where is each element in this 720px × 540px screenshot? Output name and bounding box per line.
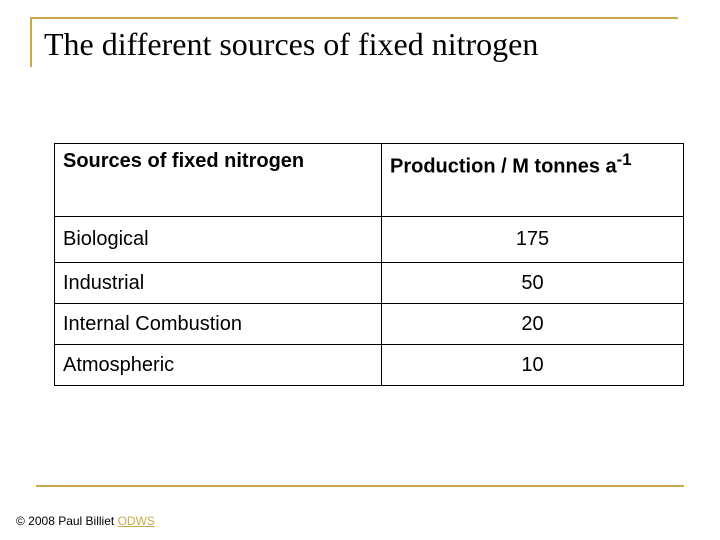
bottom-border-rule	[36, 485, 684, 487]
header-production-superscript: -1	[616, 150, 632, 169]
footer-copyright: © 2008 Paul Billiet	[16, 514, 118, 528]
table-row: Atmospheric 10	[54, 344, 684, 386]
row-value-cell: 50	[381, 262, 684, 304]
row-source-cell: Industrial	[54, 262, 382, 304]
row-source-cell: Atmospheric	[54, 344, 382, 386]
row-source-cell: Biological	[54, 216, 382, 263]
table-row: Biological 175	[54, 216, 684, 263]
row-value-cell: 10	[381, 344, 684, 386]
top-border-rule	[30, 17, 678, 19]
table-header-row: Sources of fixed nitrogen Production / M…	[54, 143, 684, 217]
slide-title: The different sources of fixed nitrogen	[44, 26, 539, 62]
footer: © 2008 Paul Billiet ODWS	[16, 514, 155, 528]
table-row: Internal Combustion 20	[54, 303, 684, 345]
header-production: Production / M tonnes a-1	[381, 143, 684, 217]
footer-link-odws[interactable]: ODWS	[117, 514, 155, 528]
table-row: Industrial 50	[54, 262, 684, 304]
row-value-cell: 175	[381, 216, 684, 263]
row-source-cell: Internal Combustion	[54, 303, 382, 345]
nitrogen-sources-table: Sources of fixed nitrogen Production / M…	[54, 143, 684, 386]
header-production-label: Production / M tonnes a	[390, 155, 617, 178]
left-border-rule	[30, 17, 32, 67]
header-sources: Sources of fixed nitrogen	[54, 143, 382, 217]
row-value-cell: 20	[381, 303, 684, 345]
